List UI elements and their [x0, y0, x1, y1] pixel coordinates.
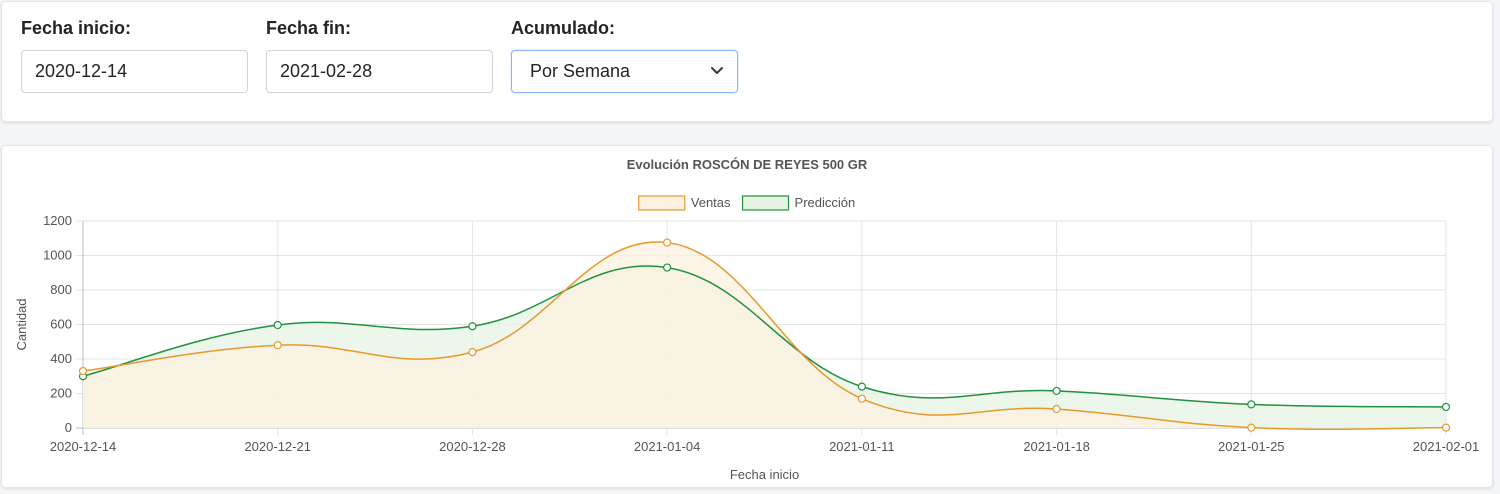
- x-tick-label: 2021-01-25: [1218, 439, 1285, 454]
- y-tick-label: 600: [50, 317, 72, 332]
- y-tick-label: 1200: [43, 213, 72, 228]
- accumulated-field-group: Acumulado: Por Semana: [511, 17, 738, 93]
- end-date-label: Fecha fin:: [266, 18, 352, 38]
- start-date-label: Fecha inicio:: [21, 18, 132, 38]
- x-tick-label: 2020-12-14: [50, 439, 117, 454]
- series-area: [83, 241, 1446, 430]
- x-axis-label: Fecha inicio: [730, 467, 799, 482]
- y-tick-label: 200: [50, 386, 72, 401]
- data-point: [1441, 402, 1451, 412]
- series-line: [82, 265, 1447, 408]
- data-point: [663, 238, 672, 247]
- data-point: [468, 322, 477, 331]
- chart-title: Evolución ROSCÓN DE REYES 500 GR: [627, 157, 868, 172]
- series-line: [82, 241, 1447, 431]
- x-tick-label: 2021-01-11: [829, 439, 895, 454]
- data-point: [78, 366, 88, 376]
- x-tick-label: 2021-02-01: [1413, 439, 1480, 454]
- data-point: [1247, 400, 1256, 409]
- filter-panel: Fecha inicio: 2020-12-14 Fecha fin: 2021…: [1, 1, 1493, 122]
- data-point: [1247, 423, 1256, 432]
- end-date-field-group: Fecha fin: 2021-02-28: [266, 17, 493, 93]
- x-tick-label: 2020-12-28: [439, 439, 506, 454]
- chevron-down-icon: [711, 67, 723, 74]
- y-tick-label: 0: [65, 420, 72, 435]
- data-point: [1441, 423, 1451, 432]
- legend-swatch: [638, 195, 686, 211]
- data-point: [857, 394, 866, 403]
- end-date-input[interactable]: 2021-02-28: [266, 50, 493, 93]
- accumulated-select-value: Por Semana: [530, 61, 631, 81]
- x-tick-label: 2020-12-21: [244, 439, 311, 454]
- data-point: [857, 382, 866, 391]
- legend-label: Predicción: [795, 195, 856, 210]
- x-tick-label: 2021-01-04: [634, 439, 701, 454]
- legend-swatch: [741, 195, 790, 211]
- data-point: [1052, 386, 1061, 396]
- line-chart: 0 200 400 600 800 1000 1200 2020-12-14 2020-12-2…: [14, 157, 1480, 482]
- data-point: [663, 263, 672, 272]
- start-date-field-group: Fecha inicio: 2020-12-14: [21, 17, 248, 93]
- accumulated-label: Acumulado:: [511, 18, 616, 38]
- chart-panel: 0 200 400 600 800 1000 1200 2020-12-14 2020-12-2…: [1, 145, 1493, 488]
- data-point: [273, 320, 282, 330]
- x-tick-label: 2021-01-18: [1023, 439, 1090, 454]
- y-axis-label: Cantidad: [14, 298, 29, 350]
- y-tick-label: 800: [50, 282, 72, 297]
- legend-label: Ventas: [691, 195, 731, 210]
- y-tick-label: 1000: [43, 248, 72, 263]
- start-date-input[interactable]: 2020-12-14: [21, 50, 248, 93]
- data-point: [1052, 404, 1061, 414]
- data-point: [273, 341, 282, 350]
- y-tick-label: 400: [50, 351, 72, 366]
- accumulated-select[interactable]: Por Semana: [511, 50, 738, 93]
- data-point: [468, 348, 477, 357]
